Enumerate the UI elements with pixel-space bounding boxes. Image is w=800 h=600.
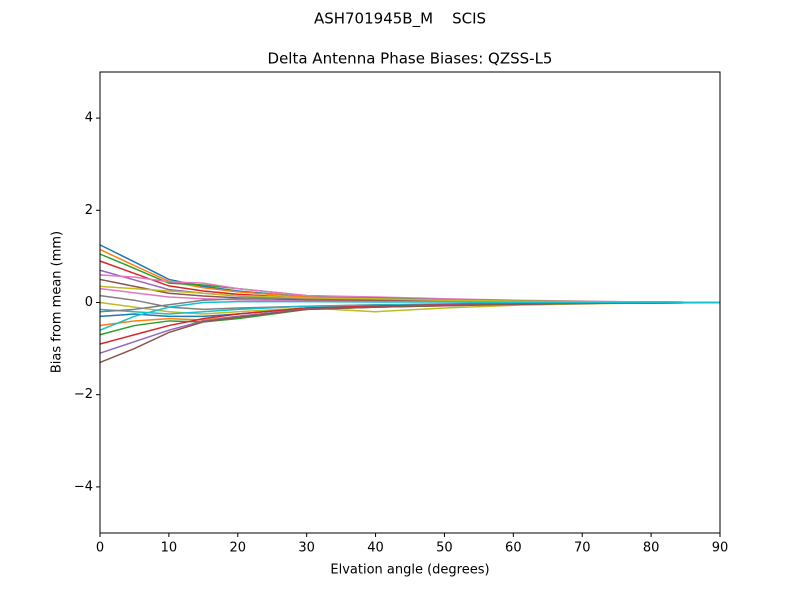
x-axis-label: Elvation angle (degrees) bbox=[330, 563, 489, 578]
x-tick-label: 50 bbox=[436, 541, 453, 556]
series-line bbox=[99, 301, 721, 336]
series-line bbox=[99, 244, 721, 304]
x-tick-label: 60 bbox=[505, 541, 522, 556]
series-line bbox=[99, 300, 720, 331]
x-tick-label: 70 bbox=[574, 541, 591, 556]
series-line bbox=[99, 285, 721, 304]
y-tick-label: 0 bbox=[85, 295, 93, 310]
x-tick-label: 40 bbox=[367, 541, 384, 556]
x-tick-label: 10 bbox=[161, 541, 178, 556]
x-tick-label: 90 bbox=[712, 541, 729, 556]
series-line bbox=[99, 260, 721, 304]
suptitle: ASH701945B_M SCIS bbox=[314, 10, 486, 29]
series-line bbox=[99, 301, 721, 364]
y-tick-label: 2 bbox=[85, 203, 93, 218]
chart-title: Delta Antenna Phase Biases: QZSS-L5 bbox=[268, 50, 553, 68]
x-tick-label: 80 bbox=[643, 541, 660, 556]
plot-frame bbox=[99, 71, 721, 534]
x-tick-label: 30 bbox=[298, 541, 315, 556]
y-tick-label: −2 bbox=[74, 387, 93, 402]
y-axis-label: Bias from mean (mm) bbox=[50, 231, 65, 373]
y-tick-label: 4 bbox=[85, 111, 93, 126]
x-tick-label: 20 bbox=[230, 541, 247, 556]
x-tick-label: 0 bbox=[96, 541, 104, 556]
y-tick-label: −4 bbox=[74, 479, 93, 494]
